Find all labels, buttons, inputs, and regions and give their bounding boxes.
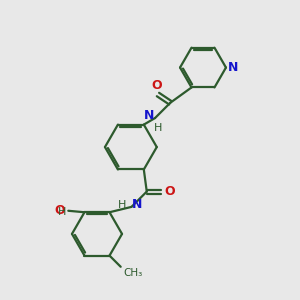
Text: N: N — [131, 198, 142, 211]
Text: H: H — [58, 207, 66, 217]
Text: CH₃: CH₃ — [123, 268, 142, 278]
Text: O: O — [55, 204, 65, 217]
Text: N: N — [143, 109, 154, 122]
Text: O: O — [164, 185, 175, 198]
Text: N: N — [228, 61, 239, 74]
Text: O: O — [151, 79, 162, 92]
Text: H: H — [118, 200, 126, 209]
Text: H: H — [154, 123, 163, 134]
